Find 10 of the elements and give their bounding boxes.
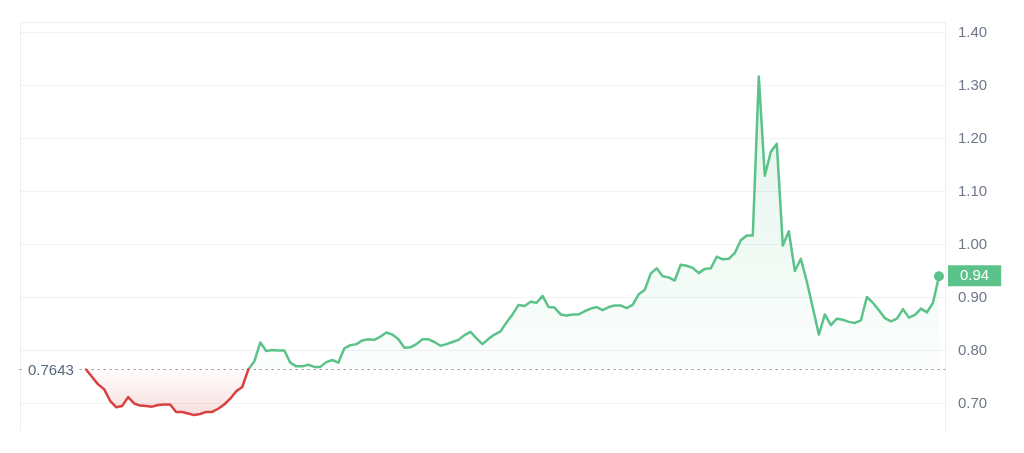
y-tick-label: 0.80: [958, 340, 988, 358]
ref-line-label: 0.7643: [28, 360, 74, 378]
data-label: 0.94: [960, 266, 990, 284]
y-tick-label: 0.90: [958, 287, 988, 305]
y-tick-label: 1.00: [958, 234, 988, 252]
y-tick-label: 1.20: [958, 128, 988, 146]
y-tick-label: 1.30: [958, 75, 988, 93]
y-tick-label: 0.70: [958, 393, 988, 411]
y-tick-label: 1.40: [958, 22, 988, 40]
y-tick-label: 1.10: [958, 181, 988, 199]
